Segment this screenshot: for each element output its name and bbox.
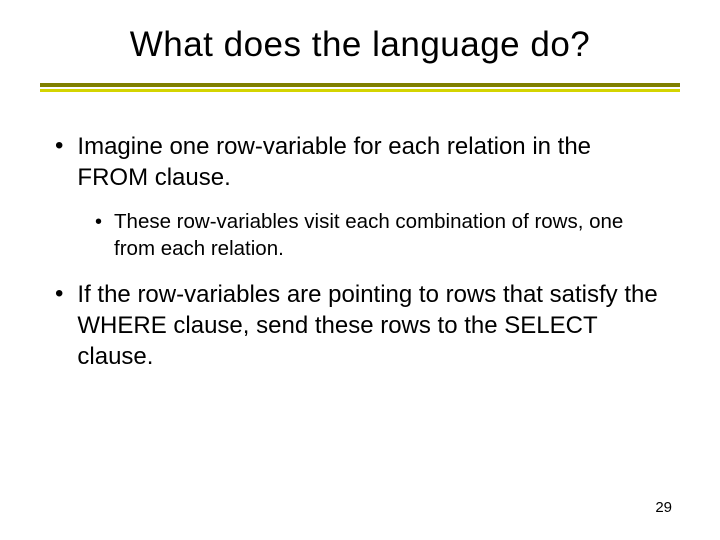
bullet-text: Imagine one row-variable for each relati…	[77, 131, 665, 193]
bullet-item: • Imagine one row-variable for each rela…	[55, 131, 665, 193]
slide-container: What does the language do? • Imagine one…	[0, 0, 720, 540]
bullet-item: • If the row-variables are pointing to r…	[55, 279, 665, 373]
bullet-text: These row-variables visit each combinati…	[114, 209, 665, 262]
bullet-marker: •	[55, 131, 63, 161]
bullet-marker: •	[55, 279, 63, 309]
content-area: • Imagine one row-variable for each rela…	[40, 131, 680, 372]
bullet-marker: •	[95, 209, 102, 235]
divider-bottom-line	[40, 89, 680, 92]
page-number: 29	[655, 499, 672, 516]
divider-rule	[40, 83, 680, 93]
slide-title: What does the language do?	[40, 25, 680, 65]
divider-top-line	[40, 83, 680, 87]
bullet-item: • These row-variables visit each combina…	[95, 209, 665, 262]
bullet-text: If the row-variables are pointing to row…	[77, 279, 665, 373]
